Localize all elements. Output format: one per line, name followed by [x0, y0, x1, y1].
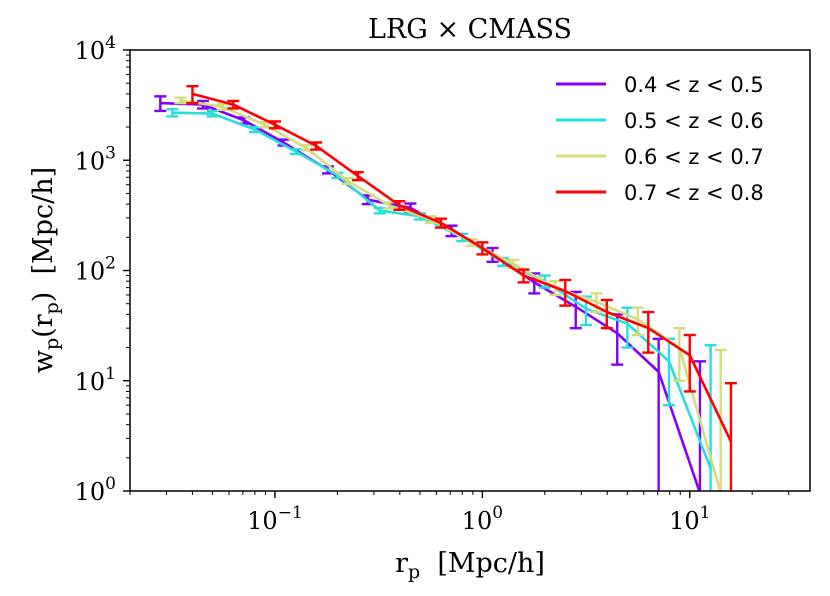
- y-tick-label: 104: [75, 33, 116, 65]
- axis-ticks: 10−1 100 101 100 101 102 103 104: [75, 33, 790, 535]
- y-title-w: w: [28, 350, 59, 373]
- legend-item-1: 0.4 < z < 0.5: [556, 73, 764, 97]
- legend-label: 0.5 < z < 0.6: [624, 109, 764, 133]
- chart-title: LRG × CMASS: [368, 14, 572, 45]
- y-tick-label: 100: [75, 474, 116, 506]
- plot-inner: [154, 84, 737, 491]
- x-tick-label: 101: [669, 503, 710, 535]
- legend-label: 0.4 < z < 0.5: [624, 73, 764, 97]
- y-tick-label: 101: [75, 364, 116, 396]
- y-title-subscript-1: p: [41, 338, 63, 350]
- series-4: [186, 84, 737, 491]
- plot-area: [154, 84, 737, 491]
- legend-item-2: 0.5 < z < 0.6: [556, 109, 764, 133]
- y-title-paren-close: ): [28, 292, 59, 303]
- x-title-main: r: [395, 548, 408, 579]
- series-line-4: [192, 92, 733, 443]
- legend-item-3: 0.6 < z < 0.7: [556, 145, 764, 169]
- x-tick-label: 10−1: [247, 503, 303, 535]
- x-tick-label: 100: [462, 503, 503, 535]
- y-title-unit: [Mpc/h]: [28, 167, 59, 292]
- series-line-1: [160, 101, 701, 491]
- y-title-subscript-2: p: [41, 302, 63, 314]
- x-axis-title: rp [Mpc/h]: [395, 548, 545, 583]
- y-tick-label: 102: [75, 254, 116, 286]
- y-tick-label: 103: [75, 143, 116, 175]
- legend-label: 0.6 < z < 0.7: [624, 145, 764, 169]
- legend-item-4: 0.7 < z < 0.8: [556, 181, 764, 205]
- x-title-subscript: p: [408, 561, 420, 583]
- y-title-paren-open: (r: [28, 314, 59, 338]
- legend: 0.4 < z < 0.5 0.5 < z < 0.6 0.6 < z < 0.7 0…: [556, 73, 764, 205]
- y-axis-title: wp(rp) [Mpc/h]: [28, 167, 63, 373]
- x-title-unit: [Mpc/h]: [420, 548, 545, 579]
- legend-label: 0.7 < z < 0.8: [624, 181, 764, 205]
